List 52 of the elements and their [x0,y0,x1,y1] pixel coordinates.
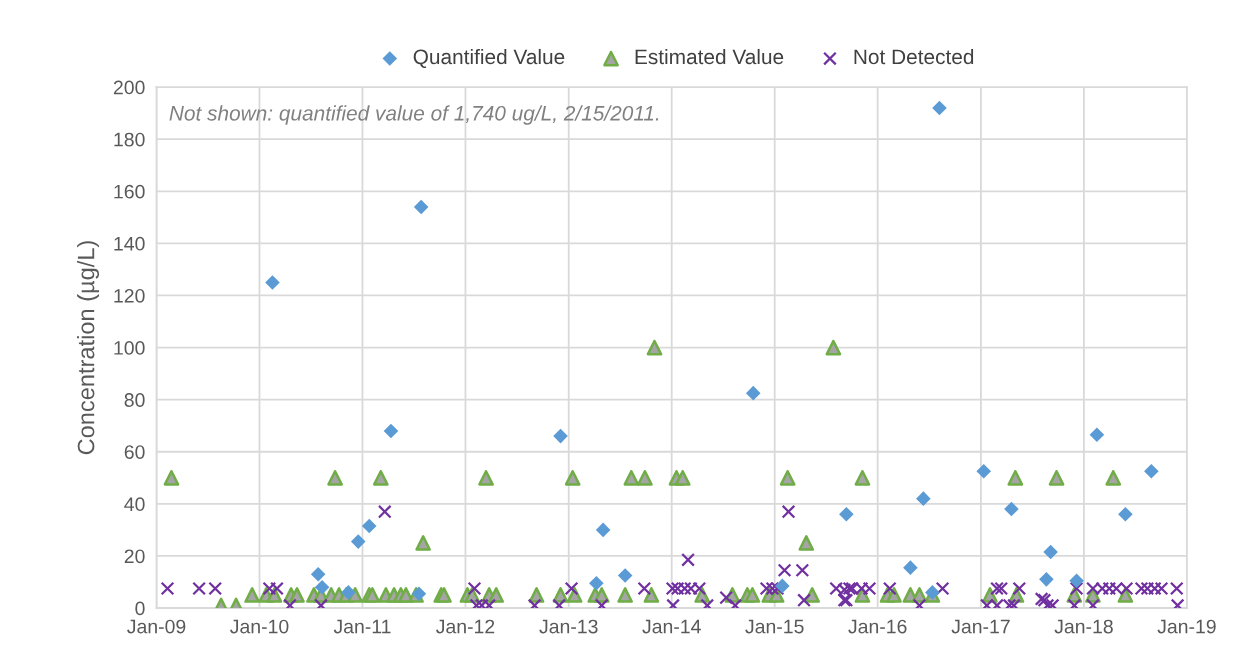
point [775,578,790,594]
legend-label: Not Detected [854,48,974,65]
point [916,491,931,506]
y-axis-title: Concentration (µg/L) [77,241,100,455]
point [314,579,330,595]
x-tick-label: Jan-15 [745,619,804,634]
y-tick-label: 180 [114,132,145,147]
legend-label: Quantified Value [413,48,565,68]
point [745,385,761,401]
y-tick-label: 0 [135,601,145,616]
point [932,100,947,116]
y-tick-label: 20 [124,549,145,564]
point [589,576,604,591]
y-tick-label: 80 [124,393,145,407]
x-tick-label: Jan-10 [230,619,289,634]
x-tick-label: Jan-19 [1157,619,1216,634]
y-tick-label: 200 [113,80,145,95]
x-tick-label: Jan-18 [1054,619,1113,634]
point [1089,427,1105,443]
point [310,566,326,582]
annotation: Not shown: quantified value of 1,740 ug/L, 2/15/2011. [169,105,659,125]
point [1043,544,1058,560]
point [553,428,568,444]
point [1004,501,1019,517]
y-tick-label: 120 [114,288,145,303]
point [361,518,377,534]
point [350,534,366,549]
x-tick-label: Jan-09 [127,619,186,634]
point [976,464,992,479]
point [1144,464,1159,479]
point [383,423,399,439]
y-tick-label: 60 [124,445,145,459]
legend-label: Estimated Value [635,48,784,65]
x-tick-label: Jan-13 [539,619,598,634]
y-tick-label: 140 [114,236,145,251]
y-tick-label: 40 [124,497,145,512]
point [1069,573,1084,588]
point [903,560,918,575]
x-tick-label: Jan-17 [951,619,1010,634]
point [617,568,633,583]
point [265,275,280,290]
x-tick-label: Jan-16 [848,619,907,634]
x-tick-label: Jan-14 [642,619,701,634]
point [595,522,611,538]
point [839,506,854,522]
x-tick-label: Jan-11 [333,619,391,634]
point [1039,572,1054,587]
y-tick-label: 160 [114,184,145,199]
point [1118,506,1133,522]
point [413,199,429,215]
x-tick-label: Jan-12 [436,619,495,634]
y-tick-label: 100 [114,341,145,355]
